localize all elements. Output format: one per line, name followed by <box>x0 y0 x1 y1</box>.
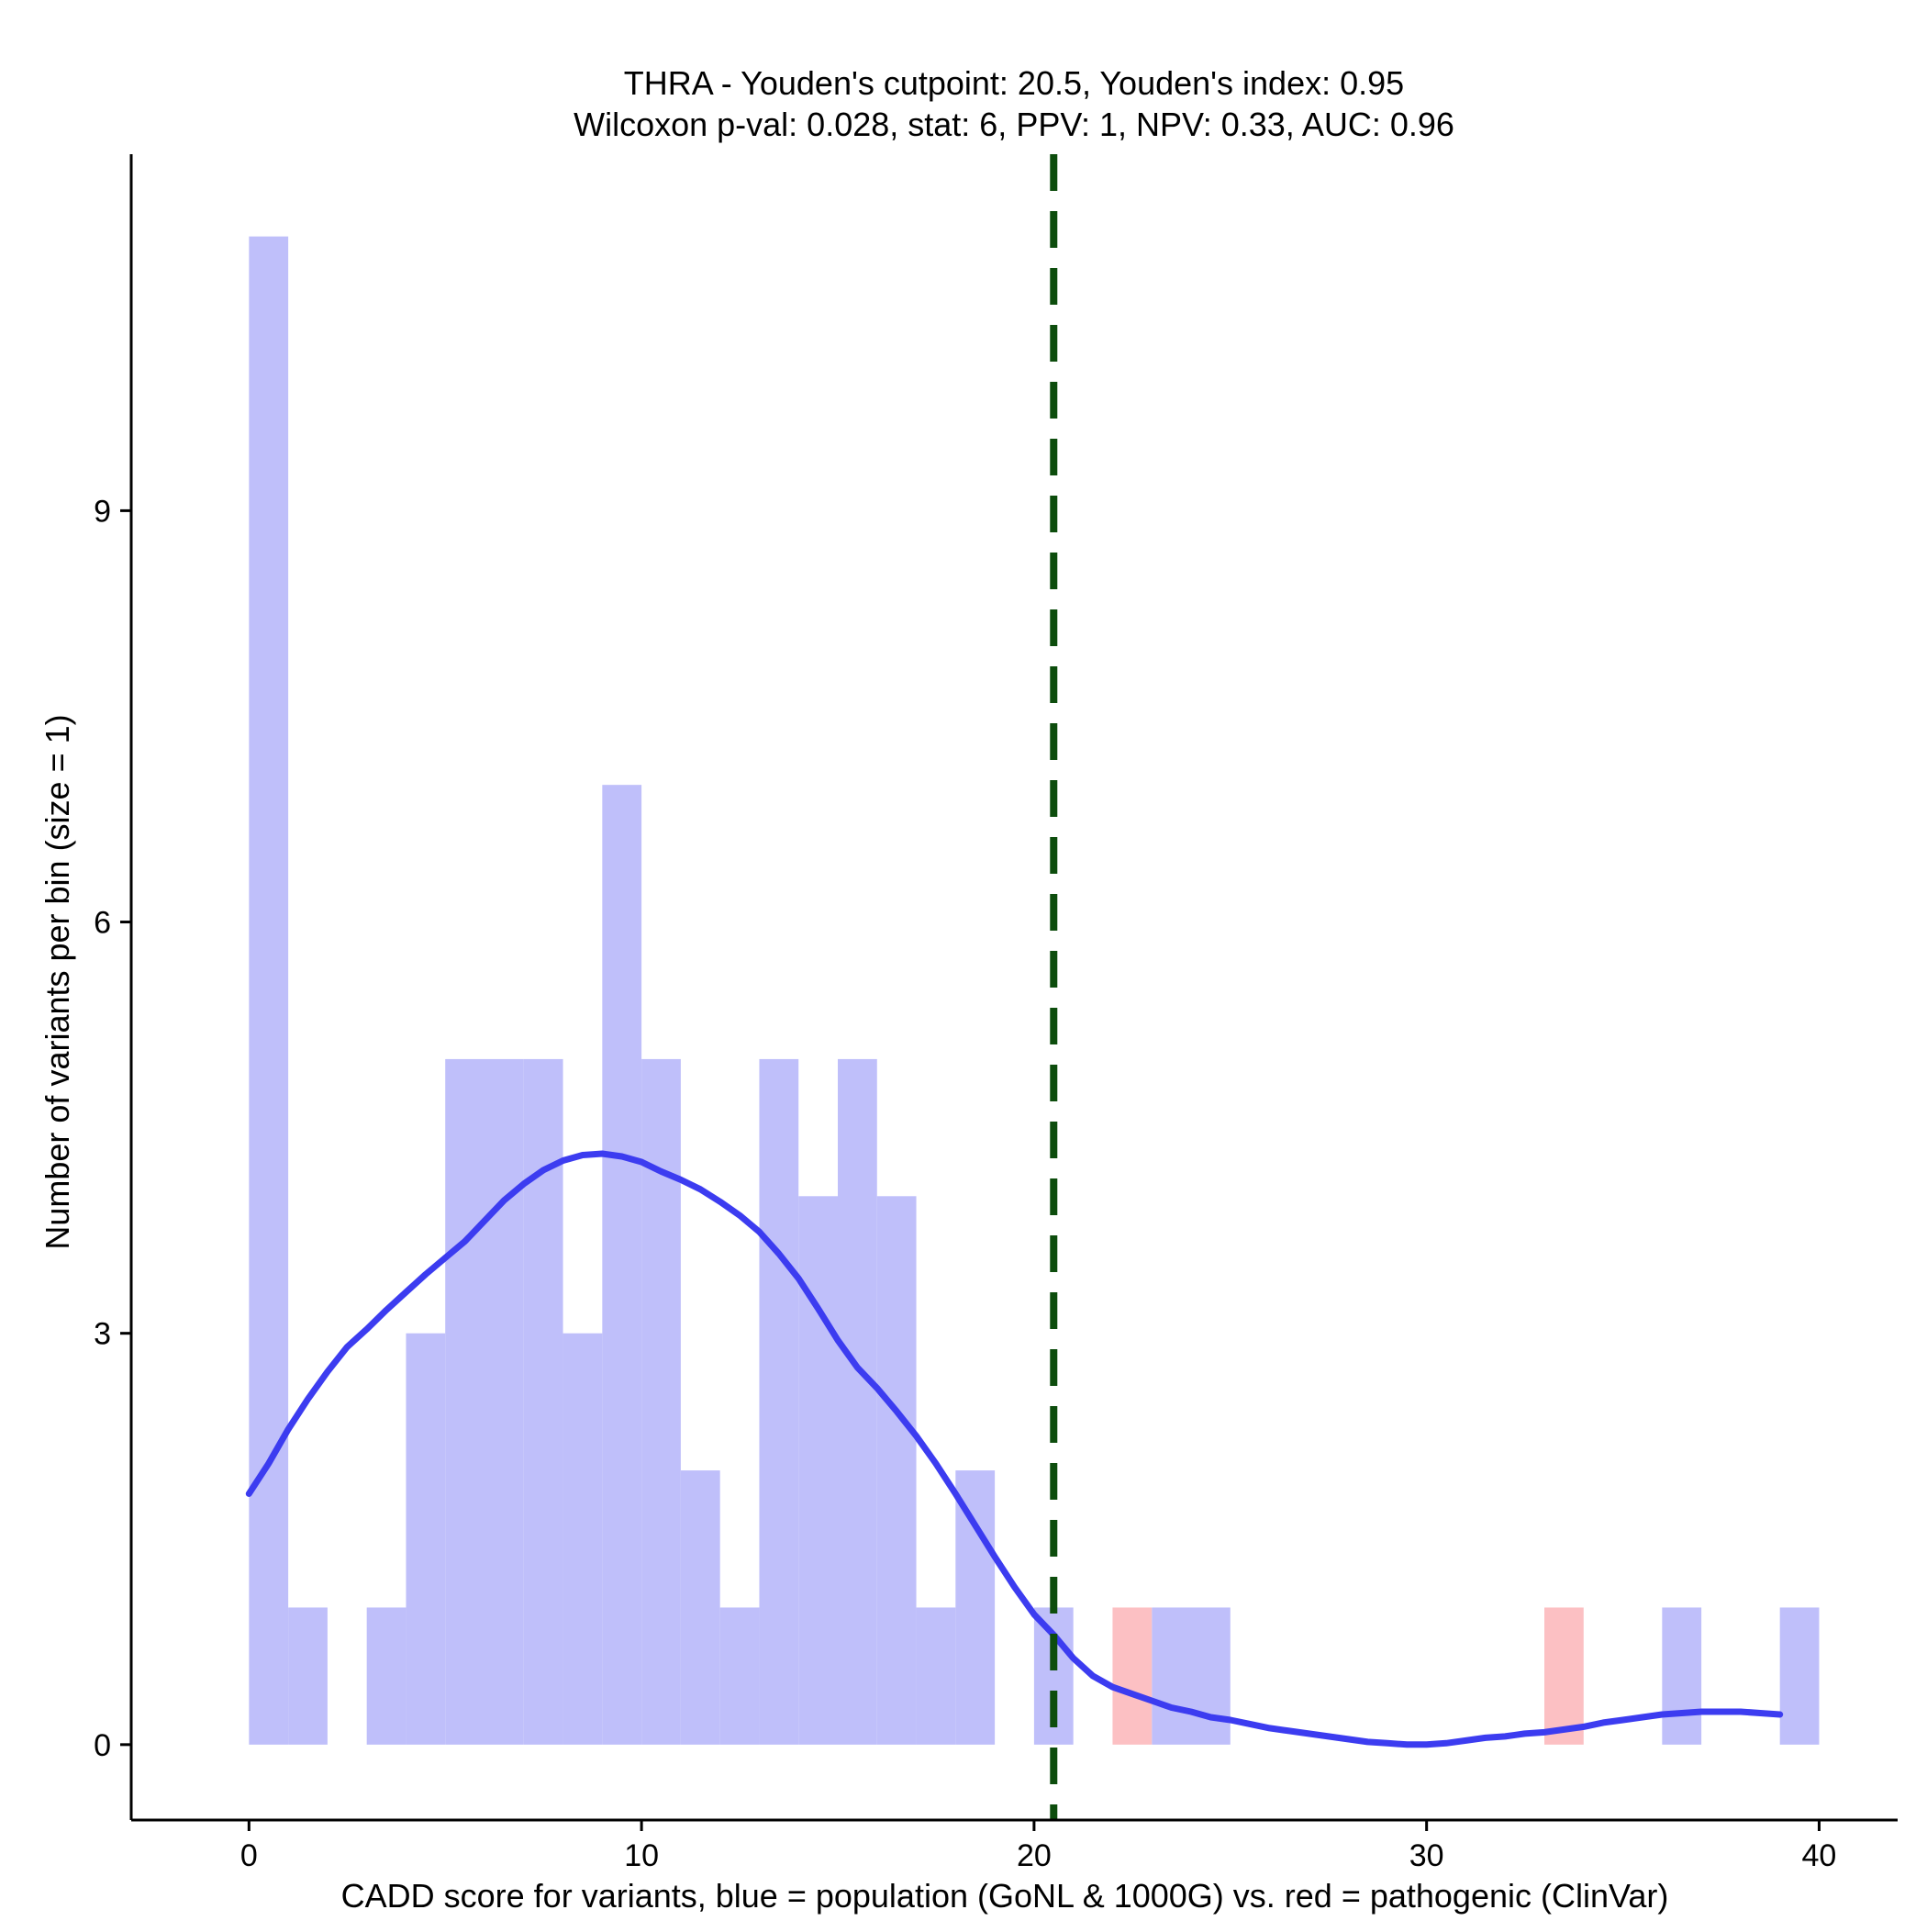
population-bar-4 <box>406 1333 446 1745</box>
x-tick-label-40: 40 <box>1802 1838 1837 1873</box>
bars-layer <box>249 236 1820 1745</box>
population-bar-17 <box>916 1607 956 1745</box>
population-bar-5 <box>445 1058 485 1745</box>
population-bar-24 <box>1191 1607 1231 1745</box>
y-axis-label: Number of variants per bin (size = 1) <box>39 714 76 1249</box>
population-bar-36 <box>1662 1607 1702 1745</box>
x-axis-label: CADD score for variants, blue = populati… <box>341 1877 1669 1915</box>
x-tick-label-0: 0 <box>240 1838 258 1873</box>
population-bar-13 <box>759 1058 799 1745</box>
x-tick-label-10: 10 <box>624 1838 659 1873</box>
chart-title: THRA - Youden's cutpoint: 20.5, Youden's… <box>624 64 1404 102</box>
y-tick-label-9: 9 <box>94 494 111 529</box>
population-bar-0 <box>249 236 289 1745</box>
population-bar-9 <box>602 785 642 1745</box>
pathogenic-bar-22 <box>1112 1607 1153 1745</box>
population-bar-12 <box>719 1607 760 1745</box>
population-bar-8 <box>563 1333 603 1745</box>
chart-subtitle: Wilcoxon p-val: 0.028, stat: 6, PPV: 1, … <box>574 106 1454 143</box>
population-bar-23 <box>1152 1607 1191 1745</box>
population-bar-16 <box>876 1196 917 1745</box>
pathogenic-bar-33 <box>1544 1607 1584 1745</box>
population-bar-1 <box>288 1607 328 1745</box>
population-bar-15 <box>838 1058 877 1745</box>
population-bar-11 <box>680 1470 720 1745</box>
y-tick-label-6: 6 <box>94 906 111 941</box>
population-bar-3 <box>366 1607 407 1745</box>
population-bar-6 <box>485 1058 524 1745</box>
y-tick-label-3: 3 <box>94 1317 111 1352</box>
population-bar-14 <box>798 1196 838 1745</box>
population-bar-18 <box>955 1470 996 1745</box>
population-bar-39 <box>1779 1607 1820 1745</box>
density-layer <box>245 1150 1784 1748</box>
x-tick-label-20: 20 <box>1017 1838 1052 1873</box>
y-tick-label-0: 0 <box>94 1728 111 1763</box>
axes-layer: 0 10 20 30 40 0 3 6 9 <box>94 154 1898 1873</box>
x-tick-label-30: 30 <box>1409 1838 1444 1873</box>
population-density-curve <box>245 1150 1784 1748</box>
